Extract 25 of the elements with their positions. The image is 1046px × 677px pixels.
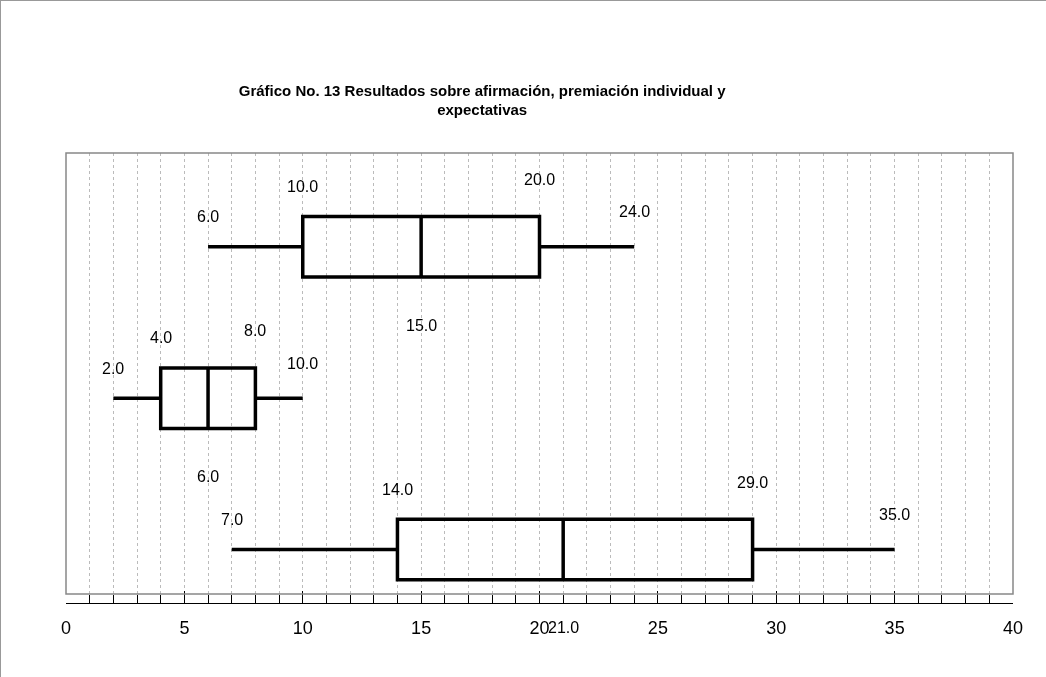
text: 24.0 — [619, 203, 651, 220]
text: 29.0 — [737, 474, 769, 491]
chart-title: Gráfico No. 13 Resultados sobre afirmación, premiación individual y expectativas — [238, 81, 727, 119]
text: 10.0 — [287, 355, 319, 372]
x-tick-label: 35 — [884, 617, 905, 638]
text: 21.0 — [548, 619, 580, 636]
x-tick-label: 15 — [411, 617, 432, 638]
text: 10.0 — [287, 178, 319, 195]
text: 14.0 — [382, 481, 414, 498]
text: 7.0 — [221, 511, 244, 528]
x-tick-label: 25 — [647, 617, 668, 638]
text: 20.0 — [524, 171, 556, 188]
text: 2.0 — [102, 360, 125, 377]
text: 8.0 — [244, 322, 267, 339]
x-tick-label: 10 — [292, 617, 313, 638]
text: 15.0 — [406, 317, 438, 334]
text: 35.0 — [879, 506, 911, 523]
x-tick-label: 20 — [529, 617, 550, 638]
x-tick-label: 5 — [179, 617, 190, 638]
text: 4.0 — [150, 329, 173, 346]
x-tick-label: 0 — [60, 617, 72, 638]
x-tick-label: 40 — [1002, 617, 1024, 638]
text: 6.0 — [197, 208, 220, 225]
x-tick-label: 30 — [766, 617, 787, 638]
text: 6.0 — [197, 468, 220, 485]
